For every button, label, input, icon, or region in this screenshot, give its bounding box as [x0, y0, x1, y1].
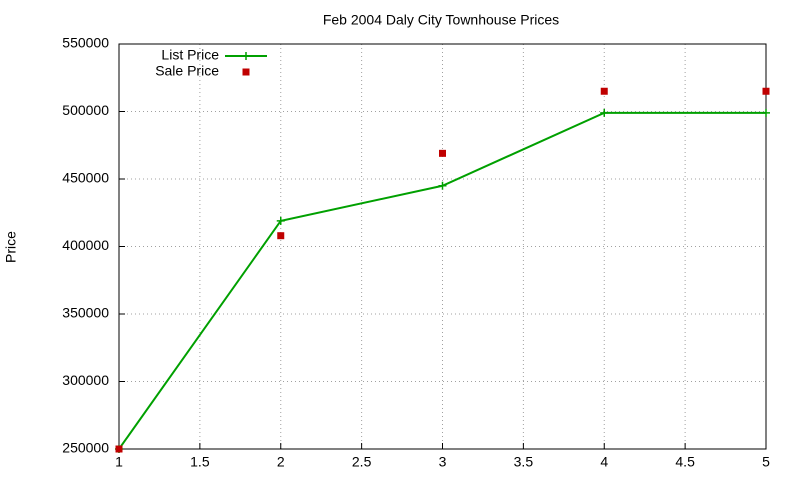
point — [600, 87, 608, 95]
x-tick-label: 3 — [439, 454, 447, 470]
y-tick-label: 300000 — [62, 372, 109, 388]
x-tick-label: 5 — [762, 454, 770, 470]
x-tick-label: 4 — [600, 454, 608, 470]
y-axis-label: Price — [3, 231, 19, 263]
legend-swatch — [242, 68, 250, 76]
y-tick-label: 500000 — [62, 102, 109, 118]
legend-swatch — [242, 52, 250, 60]
x-tick-label: 2 — [277, 454, 285, 470]
plot-border — [118, 43, 767, 450]
x-tick-label: 1 — [115, 454, 123, 470]
x-tick-label: 2.5 — [352, 454, 372, 470]
y-tick-label: 250000 — [62, 440, 109, 456]
point — [762, 108, 770, 117]
x-tick-label: 3.5 — [514, 454, 534, 470]
point — [438, 181, 447, 190]
point — [762, 87, 770, 95]
y-tick-label: 550000 — [62, 35, 109, 51]
point — [115, 445, 123, 453]
x-tick-label: 1.5 — [190, 454, 210, 470]
point — [277, 232, 285, 240]
legend-label: Sale Price — [155, 63, 219, 79]
y-tick-label: 400000 — [62, 237, 109, 253]
y-tick-label: 450000 — [62, 170, 109, 186]
chart-title: Feb 2004 Daly City Townhouse Prices — [323, 12, 559, 28]
point — [276, 216, 285, 225]
legend-label: List Price — [161, 47, 219, 63]
y-tick-label: 350000 — [62, 305, 109, 321]
x-tick-label: 4.5 — [675, 454, 695, 470]
point — [439, 149, 446, 157]
point — [600, 108, 609, 117]
